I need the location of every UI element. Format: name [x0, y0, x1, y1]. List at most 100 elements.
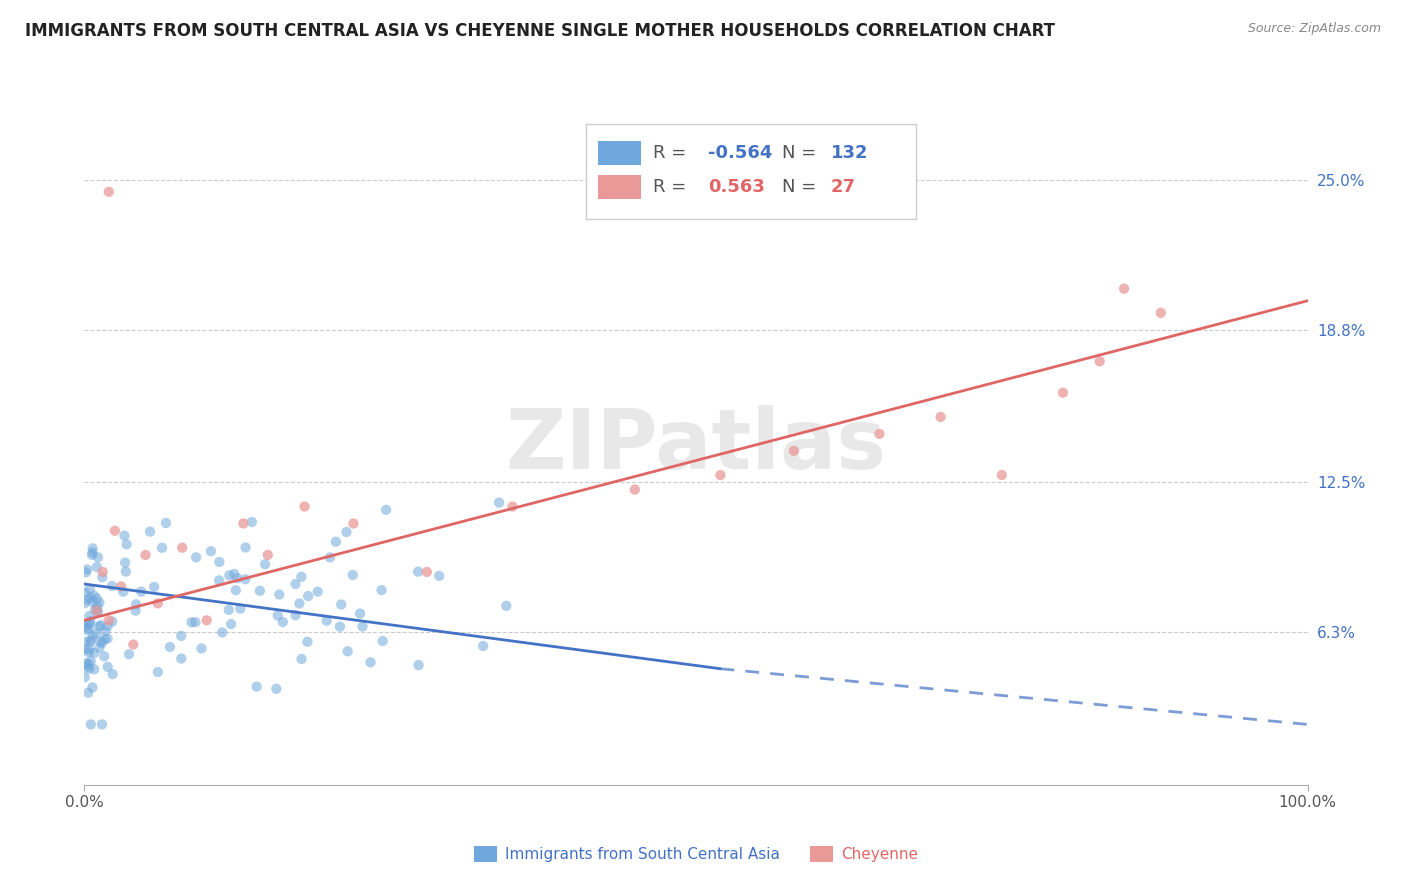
Point — [235, 541, 257, 555]
Point — [371, 634, 394, 648]
Point — [76, 592, 98, 607]
Point — [75, 634, 97, 648]
Text: ZIPatlas: ZIPatlas — [506, 406, 886, 486]
Point — [125, 597, 148, 611]
Text: R =: R = — [654, 145, 692, 162]
Point — [135, 548, 157, 562]
Point — [73, 585, 96, 599]
Point — [224, 566, 246, 581]
Point — [90, 618, 112, 632]
Point — [143, 580, 166, 594]
Point — [86, 599, 108, 614]
Point — [290, 652, 312, 666]
Point — [297, 589, 319, 603]
Point — [82, 541, 104, 556]
Point — [246, 680, 269, 694]
Point — [79, 633, 101, 648]
Point — [82, 681, 104, 695]
Point — [225, 583, 247, 598]
Point — [139, 524, 162, 539]
Point — [89, 619, 111, 633]
Point — [375, 503, 398, 517]
Point — [79, 591, 101, 605]
Point — [266, 681, 288, 696]
Point — [249, 583, 271, 598]
Point — [76, 623, 98, 637]
Point — [290, 570, 312, 584]
Point — [76, 616, 98, 631]
Point — [77, 642, 100, 657]
Point — [495, 599, 517, 613]
Text: -0.564: -0.564 — [709, 145, 772, 162]
Text: N =: N = — [782, 145, 821, 162]
Point — [146, 596, 169, 610]
Point — [342, 516, 364, 531]
Point — [97, 660, 120, 674]
Point — [218, 568, 240, 582]
Point — [155, 516, 177, 530]
Point — [352, 619, 374, 633]
Point — [91, 717, 114, 731]
Point — [90, 634, 112, 648]
Point — [335, 524, 357, 539]
Point — [90, 636, 112, 650]
Point — [129, 584, 152, 599]
Point — [86, 604, 108, 618]
Point — [488, 495, 510, 509]
Point — [77, 621, 100, 635]
Point — [86, 591, 108, 606]
Point — [114, 556, 136, 570]
Point — [112, 584, 135, 599]
Point — [104, 524, 127, 538]
Point — [101, 579, 124, 593]
Point — [1052, 385, 1074, 400]
Point — [80, 717, 103, 731]
Text: 132: 132 — [831, 145, 868, 162]
Point — [200, 544, 222, 558]
Point — [315, 614, 337, 628]
Point — [93, 649, 115, 664]
Point — [83, 589, 105, 603]
Point — [195, 613, 218, 627]
Point — [360, 655, 382, 669]
Text: R =: R = — [654, 178, 697, 196]
Point — [211, 625, 233, 640]
Point — [77, 645, 100, 659]
Point — [342, 568, 364, 582]
Point — [94, 624, 117, 639]
Point — [240, 515, 263, 529]
Point — [124, 604, 146, 618]
Point — [150, 541, 173, 555]
Point — [80, 654, 103, 668]
Point — [82, 545, 104, 559]
Point — [709, 468, 731, 483]
Point — [79, 614, 101, 628]
Point — [115, 565, 138, 579]
Point — [267, 608, 290, 623]
Point — [232, 516, 254, 531]
Point — [869, 426, 891, 441]
Point — [297, 634, 319, 648]
Point — [159, 640, 181, 654]
Point — [73, 642, 96, 657]
Text: N =: N = — [782, 178, 821, 196]
Point — [257, 548, 280, 562]
Point — [929, 409, 952, 424]
Point — [82, 594, 104, 608]
Point — [427, 569, 450, 583]
Point — [76, 659, 98, 673]
Point — [329, 620, 352, 634]
Point — [91, 570, 114, 584]
Point — [79, 609, 101, 624]
Point — [284, 577, 307, 591]
Text: IMMIGRANTS FROM SOUTH CENTRAL ASIA VS CHEYENNE SINGLE MOTHER HOUSEHOLDS CORRELAT: IMMIGRANTS FROM SOUTH CENTRAL ASIA VS CH… — [25, 22, 1056, 40]
Point — [76, 562, 98, 576]
Point — [190, 641, 212, 656]
Point — [219, 617, 242, 632]
Point — [79, 582, 101, 597]
Point — [146, 665, 169, 679]
Point — [84, 602, 107, 616]
Point — [97, 613, 120, 627]
Point — [229, 601, 252, 615]
Point — [101, 667, 124, 681]
